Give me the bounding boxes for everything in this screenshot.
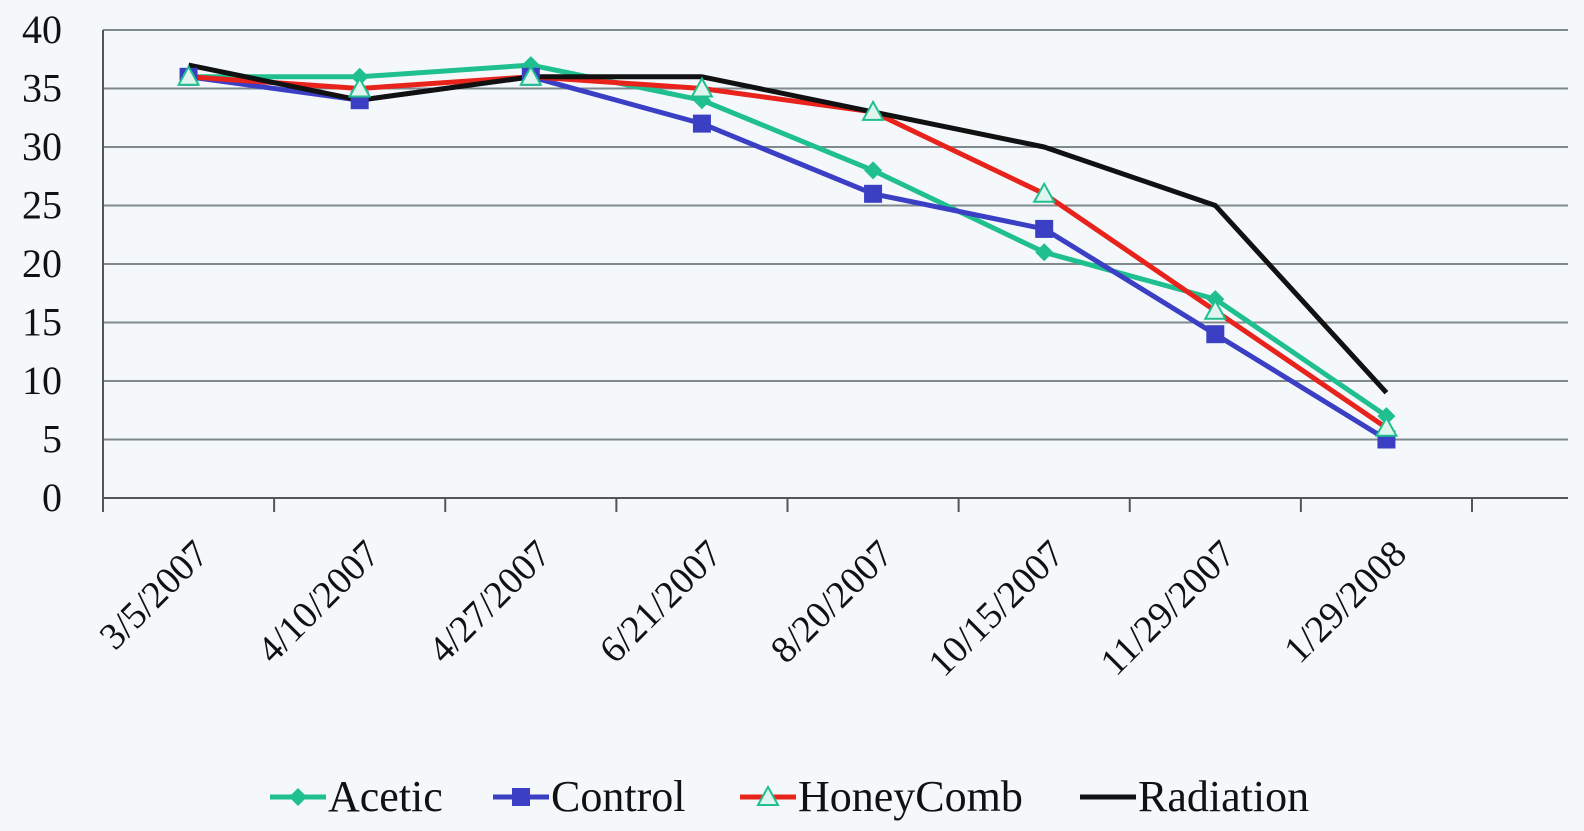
y-tick-label: 25: [22, 183, 62, 228]
series-line-radiation: [188, 62, 1389, 395]
x-tick-label: 1/29/2008: [1276, 533, 1415, 672]
x-tick-label: 10/15/2007: [920, 533, 1072, 685]
x-tick-label: 4/10/2007: [249, 533, 388, 672]
legend-marker: [289, 788, 307, 806]
y-tick-label: 15: [22, 300, 62, 345]
legend-label: Acetic: [328, 772, 443, 821]
data-point-acetic: [864, 161, 883, 180]
data-point-control: [1035, 219, 1054, 238]
data-point-honeycomb: [1203, 298, 1228, 320]
x-tick-label: 4/27/2007: [420, 533, 559, 672]
legend-marker: [512, 788, 530, 806]
y-tick-label: 40: [22, 7, 62, 52]
legend-label: HoneyComb: [798, 772, 1023, 821]
y-tick-label: 20: [22, 241, 62, 286]
legend-label: Radiation: [1138, 772, 1309, 821]
x-tick-label: 3/5/2007: [92, 533, 217, 658]
series-line-acetic: [188, 62, 1388, 419]
y-tick-label: 10: [22, 358, 62, 403]
legend-marker: [756, 784, 780, 806]
data-point-acetic: [1035, 243, 1054, 262]
legend-label: Control: [551, 772, 685, 821]
data-point-honeycomb: [861, 99, 885, 121]
series-line-control: [188, 74, 1388, 442]
x-tick-label: 6/21/2007: [592, 533, 731, 672]
data-point-honeycomb: [176, 64, 201, 86]
data-point-control: [1206, 325, 1225, 344]
data-point-honeycomb: [690, 76, 714, 98]
y-tick-label: 35: [22, 66, 62, 111]
x-tick-label: 11/29/2007: [1093, 533, 1244, 684]
y-tick-label: 5: [42, 417, 62, 462]
y-tick-label: 0: [42, 475, 62, 520]
data-point-honeycomb: [347, 76, 372, 98]
data-point-control: [692, 114, 711, 133]
y-tick-label: 30: [22, 124, 62, 169]
data-point-control: [864, 184, 883, 203]
data-point-honeycomb: [1374, 415, 1399, 437]
x-tick-label: 8/20/2007: [763, 533, 902, 672]
series-line-honeycomb: [188, 74, 1388, 430]
data-point-honeycomb: [1032, 181, 1056, 203]
data-point-honeycomb: [519, 64, 543, 86]
